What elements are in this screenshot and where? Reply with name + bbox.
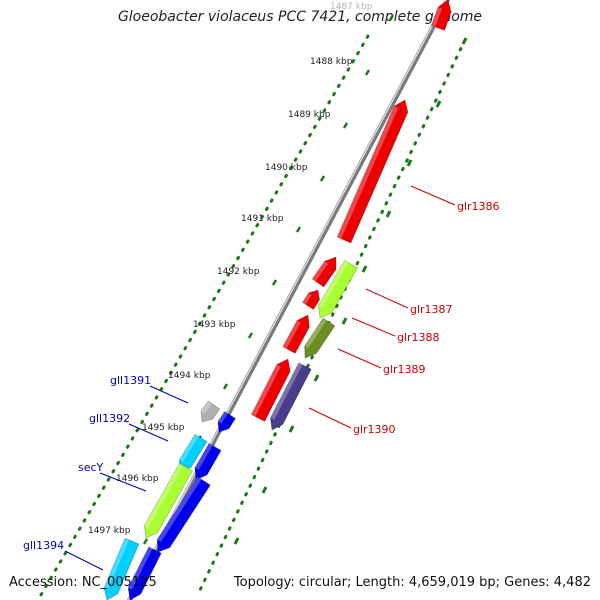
tick-mark bbox=[261, 486, 268, 494]
tick-mark bbox=[271, 279, 278, 286]
gene-arrow-glr1388[interactable] bbox=[304, 317, 336, 359]
tick-mark bbox=[342, 122, 349, 129]
label-leader-line bbox=[99, 472, 147, 492]
tick-mark bbox=[247, 332, 254, 339]
inner-guide-line-forward bbox=[198, 38, 467, 592]
label-leader-line bbox=[351, 317, 396, 337]
tick-mark bbox=[233, 537, 240, 545]
gene-label[interactable]: secY bbox=[78, 461, 104, 474]
outer-guide-line bbox=[36, 34, 370, 600]
tick-label: 1487 kbp bbox=[330, 2, 373, 12]
tick-mark bbox=[364, 69, 371, 76]
tick-label: 1491 kbp bbox=[241, 214, 284, 224]
tick-label: 1495 kbp bbox=[142, 423, 185, 433]
label-leader-line bbox=[149, 385, 189, 404]
gene-arrow-red-b[interactable] bbox=[301, 289, 320, 310]
gene-arrow-glr1390[interactable] bbox=[250, 358, 291, 422]
gene-arrow-blue-c[interactable] bbox=[127, 546, 162, 600]
tick-mark bbox=[341, 317, 348, 325]
tick-label: 1489 kbp bbox=[288, 110, 331, 120]
gene-arrow-blue-b[interactable] bbox=[156, 476, 211, 553]
gene-arrow-glr1386[interactable] bbox=[336, 99, 409, 244]
gene-label[interactable]: gll1391 bbox=[110, 374, 151, 387]
label-leader-line bbox=[337, 348, 382, 369]
gene-arrow-red-a[interactable] bbox=[311, 256, 337, 288]
tick-label: 1496 kbp bbox=[116, 474, 159, 484]
gene-label[interactable]: glr1389 bbox=[383, 363, 426, 376]
tick-label: 1492 kbp bbox=[217, 267, 260, 277]
accession-text: Accession: NC_005125 bbox=[9, 575, 157, 590]
gene-arrow-slate[interactable] bbox=[269, 362, 312, 431]
tick-mark bbox=[288, 425, 295, 433]
tick-mark bbox=[319, 175, 326, 182]
backbone-highlight bbox=[127, 0, 447, 600]
tick-label: 1493 kbp bbox=[193, 320, 236, 330]
tick-label: 1490 kbp bbox=[265, 163, 308, 173]
gene-arrow-glr1389[interactable] bbox=[282, 314, 310, 354]
gene-label[interactable]: gll1394 bbox=[23, 539, 64, 552]
gene-arrow-gll1391[interactable] bbox=[217, 410, 237, 433]
gene-arrow-top[interactable] bbox=[430, 0, 452, 31]
tick-label: 1497 kbp bbox=[88, 526, 131, 536]
genome-title: Gloeobacter violaceus PCC 7421, complete… bbox=[117, 9, 483, 25]
gene-arrow-blue-a[interactable] bbox=[194, 442, 222, 481]
label-leader-line bbox=[64, 550, 104, 571]
tick-mark bbox=[406, 159, 413, 167]
gene-arrow-secy[interactable] bbox=[143, 462, 194, 539]
tick-mark bbox=[142, 538, 149, 545]
tick-mark bbox=[361, 265, 368, 273]
gene-arrow-gll1391-gray[interactable] bbox=[200, 400, 221, 423]
tick-label: 1488 kbp bbox=[310, 57, 353, 67]
tick-mark bbox=[385, 210, 392, 218]
tick-mark bbox=[295, 226, 302, 233]
gene-arrow-gll1394[interactable] bbox=[103, 537, 140, 600]
gene-label[interactable]: glr1386 bbox=[457, 200, 500, 213]
label-leader-line bbox=[365, 288, 409, 309]
label-leader-line bbox=[128, 423, 169, 442]
label-leader-line bbox=[410, 185, 456, 206]
tick-mark bbox=[222, 383, 229, 390]
gene-label[interactable]: glr1388 bbox=[397, 331, 440, 344]
gene-label[interactable]: gll1392 bbox=[89, 412, 130, 425]
tick-mark bbox=[313, 374, 320, 382]
tick-label: 1494 kbp bbox=[168, 371, 211, 381]
tick-mark bbox=[461, 37, 468, 45]
gene-label[interactable]: glr1387 bbox=[410, 303, 453, 316]
label-leader-line bbox=[308, 407, 352, 429]
tick-mark bbox=[388, 14, 395, 21]
genome-summary-text: Topology: circular; Length: 4,659,019 bp… bbox=[233, 575, 591, 590]
gene-arrow-glr1387[interactable] bbox=[318, 259, 359, 319]
gene-label[interactable]: glr1390 bbox=[353, 423, 396, 436]
tick-mark bbox=[435, 100, 442, 108]
